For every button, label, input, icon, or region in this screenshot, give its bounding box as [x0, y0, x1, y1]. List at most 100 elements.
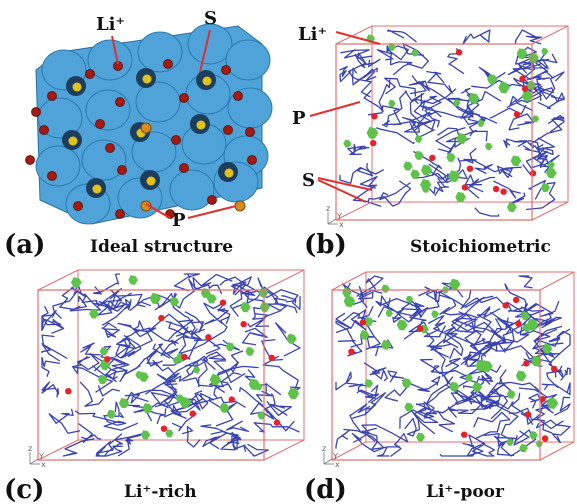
li-trajectory [266, 400, 292, 416]
phosphorus-atom [268, 354, 275, 361]
lithium-atom [245, 127, 255, 137]
li-trajectory [425, 288, 457, 314]
li-trajectory [443, 326, 478, 351]
li-trajectory [117, 434, 141, 457]
li-trajectory [201, 351, 226, 362]
lithium-atom [47, 171, 57, 181]
box-edge [263, 439, 305, 461]
framework-cage [37, 97, 83, 139]
framework-cage [81, 139, 127, 181]
li-trajectory [489, 104, 527, 119]
sulfur-cluster [446, 152, 456, 163]
li-trajectory [434, 348, 461, 377]
sulfur-cluster [516, 48, 528, 60]
b-s-callout-line-1 [317, 177, 373, 191]
phosphorus-atom [189, 410, 196, 417]
framework-cage [137, 31, 183, 73]
panel-d-letter: (d) [304, 475, 347, 504]
li-trajectory [506, 301, 524, 313]
li-trajectory [267, 303, 298, 314]
li-trajectory [340, 48, 370, 59]
li-trajectory [455, 317, 478, 328]
li-trajectory [368, 105, 402, 125]
li-trajectory [214, 350, 244, 378]
axis-y-label: Y [336, 212, 342, 221]
li-trajectory [439, 442, 476, 457]
phosphorus-atom [158, 314, 165, 322]
lithium-atom [39, 125, 49, 135]
li-trajectory [507, 63, 534, 76]
li-trajectory [41, 343, 61, 362]
li-trajectory [114, 345, 136, 359]
sulfur-cluster [529, 430, 538, 440]
sulfur-cluster [528, 52, 539, 64]
sulfur-cluster [401, 378, 412, 388]
li-trajectory [115, 329, 153, 359]
li-trajectory [168, 321, 190, 338]
li-trajectory [256, 382, 273, 403]
li-trajectory [184, 311, 205, 333]
sulfur-cluster [209, 373, 222, 386]
li-trajectory [146, 343, 177, 366]
li-trajectory [435, 126, 466, 155]
li-trajectory [204, 308, 231, 325]
li-trajectory [462, 29, 491, 45]
sulfur-cluster [520, 311, 530, 321]
b-li-callout-line [335, 31, 381, 45]
panel-d-caption: Li⁺-poor [426, 482, 505, 502]
sulfur-cluster [519, 443, 528, 453]
li-trajectory [404, 119, 436, 133]
p-callout-line-2 [187, 205, 237, 219]
phosphorus-atom [205, 334, 212, 341]
phosphorus-atom [521, 85, 529, 93]
box-edge [531, 25, 569, 45]
sulfur-cluster [515, 370, 527, 382]
li-trajectory [435, 282, 464, 298]
sulfur-cluster [526, 80, 536, 90]
sulfur-cluster [169, 297, 180, 307]
phosphorus-atom [539, 396, 546, 403]
sulfur-cluster [546, 397, 559, 409]
li-trajectory [342, 305, 374, 322]
li-trajectory [412, 172, 447, 195]
li-trajectory [337, 340, 363, 357]
phosphorus-atom [370, 139, 377, 147]
li-trajectory [514, 29, 543, 45]
li-trajectory [97, 385, 120, 397]
sulfur-cluster [472, 382, 483, 393]
li-trajectory [349, 403, 377, 433]
sulfur-atom [68, 136, 78, 146]
li-trajectory [97, 292, 132, 316]
box-edge [331, 271, 367, 291]
li-trajectory [241, 327, 268, 346]
li-trajectory [144, 359, 177, 395]
axis-y-label: Y [332, 452, 338, 461]
li-trajectory [147, 401, 181, 425]
li-trajectory [361, 430, 390, 457]
li-trajectory [335, 312, 354, 341]
phosphorus-atom [523, 360, 530, 367]
li-trajectory [239, 387, 269, 414]
li-trajectory [532, 336, 561, 350]
li-trajectory [257, 277, 287, 305]
sulfur-atom [142, 74, 152, 84]
li-trajectory [437, 127, 477, 138]
sulfur-cluster [465, 373, 473, 382]
phosphorus-atom [348, 348, 355, 355]
li-trajectory [339, 166, 385, 184]
phosphorus-atom [513, 111, 521, 118]
sulfur-cluster [541, 47, 549, 55]
sulfur-cluster [140, 430, 151, 440]
phosphorus-atom [492, 185, 500, 193]
sulfur-cluster [381, 339, 392, 350]
li-trajectory [386, 45, 410, 61]
framework-cage [187, 23, 233, 65]
li-trajectory [262, 355, 301, 392]
sulfur-cluster [421, 164, 433, 176]
phosphorus-atom [466, 165, 474, 172]
li-trajectory [454, 397, 481, 405]
sulfur-cluster [343, 139, 352, 148]
li-trajectory [154, 292, 176, 311]
li-trajectory [380, 297, 429, 323]
box-edge [539, 441, 575, 461]
